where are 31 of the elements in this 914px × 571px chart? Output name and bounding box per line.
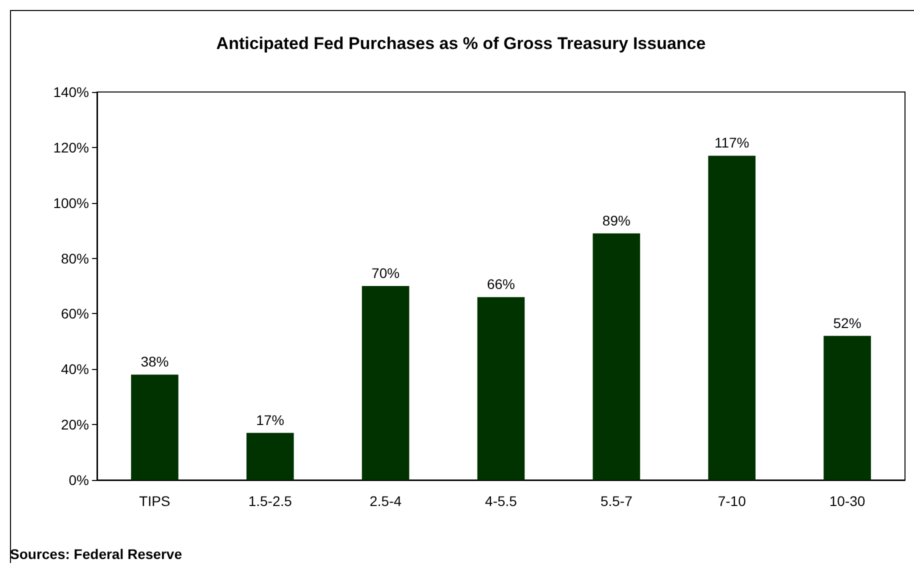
x-tick-label: TIPS [139,493,170,509]
y-tick-label: 100% [53,194,89,211]
bar [477,297,525,480]
data-label: 17% [256,412,284,428]
data-label: 52% [833,314,862,331]
y-tick-label: 60% [60,306,89,322]
bar [708,156,756,480]
data-label: 70% [372,265,400,281]
x-tick-label: 10-30 [829,493,866,509]
data-label: 117% [714,134,750,151]
x-tick-label: 1.5-2.5 [248,493,292,509]
x-tick-label: 7-10 [718,493,746,509]
data-label: 89% [602,212,630,228]
x-tick-label: 4-5.5 [485,493,518,509]
source-note: Sources: Federal Reserve [10,546,182,562]
bar [592,233,640,480]
y-tick-label: 120% [53,139,89,156]
x-tick-label: 5.5-7 [600,493,633,509]
data-label: 38% [140,354,169,370]
y-tick-label: 40% [60,361,89,378]
y-tick-label: 140% [53,84,89,100]
bar [131,374,178,480]
bar [824,336,871,480]
y-tick-label: 0% [68,472,89,488]
y-tick-label: 80% [60,250,89,266]
bar [362,286,410,480]
data-label: 66% [486,276,516,292]
bar [246,432,294,480]
chart-title: Anticipated Fed Purchases as % of Gross Treasury Issuance [216,34,706,53]
y-tick-label: 20% [60,416,89,433]
x-tick-label: 2.5-4 [370,493,402,509]
